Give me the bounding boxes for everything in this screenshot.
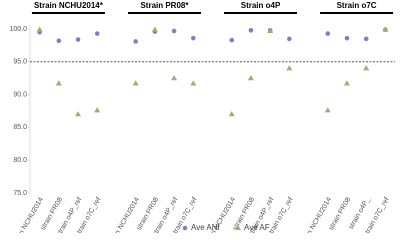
data-point [229, 37, 235, 43]
data-point [132, 80, 139, 86]
data-point [190, 80, 197, 86]
data-point [36, 26, 43, 32]
data-point [94, 31, 100, 36]
chart: 75.0 80.0 85.0 90.0 95.0 100.0 Strain NCHU2014… [9, 1, 395, 233]
data-point [190, 35, 196, 41]
data-point [343, 80, 350, 86]
data-point [171, 75, 178, 81]
y-tick-label: 90.0 [13, 91, 27, 98]
y-tick-label: 95.0 [13, 59, 27, 66]
data-point [363, 36, 369, 42]
data-point [324, 107, 331, 113]
data-point [344, 35, 350, 41]
y-tick-label: 80.0 [13, 157, 27, 164]
data-point [94, 107, 101, 113]
data-point [55, 80, 62, 86]
data-point [363, 65, 370, 71]
y-tick-label: 75.0 [13, 190, 27, 197]
data-point [287, 36, 292, 42]
data-point [286, 65, 293, 71]
data-point [382, 26, 389, 32]
group-label: Strain NCHU2014* [34, 1, 104, 10]
legend-marker [182, 225, 188, 231]
data-point [133, 39, 138, 44]
legend-marker [235, 224, 241, 230]
data-point [228, 111, 235, 117]
y-tick-label: 100.0 [9, 26, 27, 33]
legend-label: Ave ANI [191, 223, 220, 232]
data-point [75, 111, 82, 117]
group-label: Strain PR08* [140, 1, 189, 10]
data-point [75, 37, 81, 42]
group-label: Strain o7C [337, 1, 377, 10]
data-point [56, 38, 62, 44]
data-point [325, 31, 331, 36]
data-point [247, 75, 254, 81]
data-point [171, 28, 177, 34]
group-label: Strain o4P [241, 1, 281, 10]
y-tick-label: 85.0 [13, 124, 27, 131]
legend-label: Ave AF [244, 223, 270, 232]
data-point [151, 26, 158, 32]
data-point [267, 27, 274, 33]
data-point [248, 28, 254, 33]
